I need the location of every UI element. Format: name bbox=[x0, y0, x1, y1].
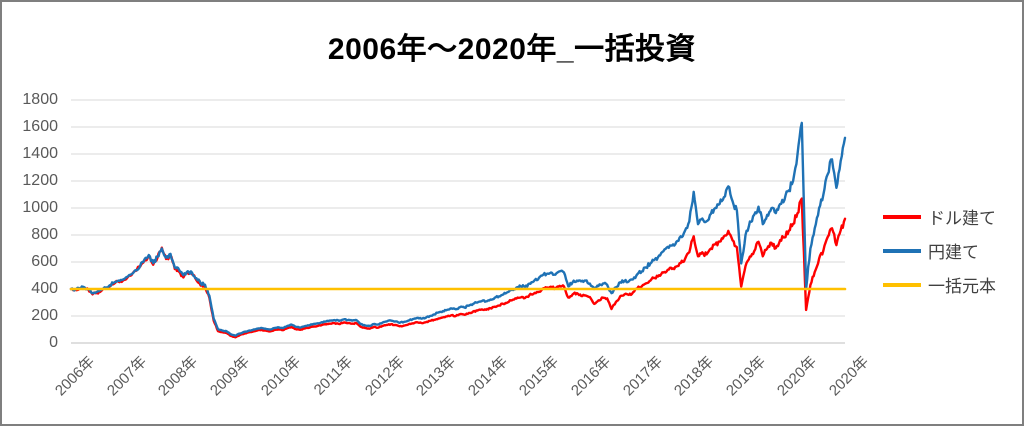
legend-line-swatch bbox=[883, 248, 921, 253]
legend-line-swatch bbox=[883, 282, 921, 287]
y-axis-tick-label: 1400 bbox=[22, 145, 58, 162]
y-axis-tick-label: 800 bbox=[31, 226, 58, 243]
y-axis-tick-label: 400 bbox=[31, 280, 58, 297]
chart-legend: ドル建て円建て一括元本 bbox=[883, 206, 996, 308]
chart-title: 2006年～2020年_一括投資 bbox=[327, 33, 697, 66]
y-axis-tick-label: 600 bbox=[31, 253, 58, 270]
legend-item-jpy: 円建て bbox=[883, 240, 996, 262]
legend-label: 円建て bbox=[928, 243, 979, 262]
series-line-jpy bbox=[69, 121, 847, 337]
y-axis-tick-label: 1000 bbox=[22, 199, 58, 216]
y-axis-tick-label: 1600 bbox=[22, 118, 58, 135]
legend-label: 一括元本 bbox=[928, 277, 996, 296]
legend-line-swatch bbox=[883, 214, 921, 219]
legend-label: ドル建て bbox=[928, 209, 996, 228]
y-axis-tick-label: 0 bbox=[49, 334, 58, 351]
y-axis-tick-label: 1800 bbox=[22, 91, 58, 108]
legend-item-usd: ドル建て bbox=[883, 206, 996, 228]
y-axis-tick-label: 200 bbox=[31, 307, 58, 324]
legend-item-principal: 一括元本 bbox=[883, 274, 996, 296]
y-axis-tick-label: 1200 bbox=[22, 172, 58, 189]
